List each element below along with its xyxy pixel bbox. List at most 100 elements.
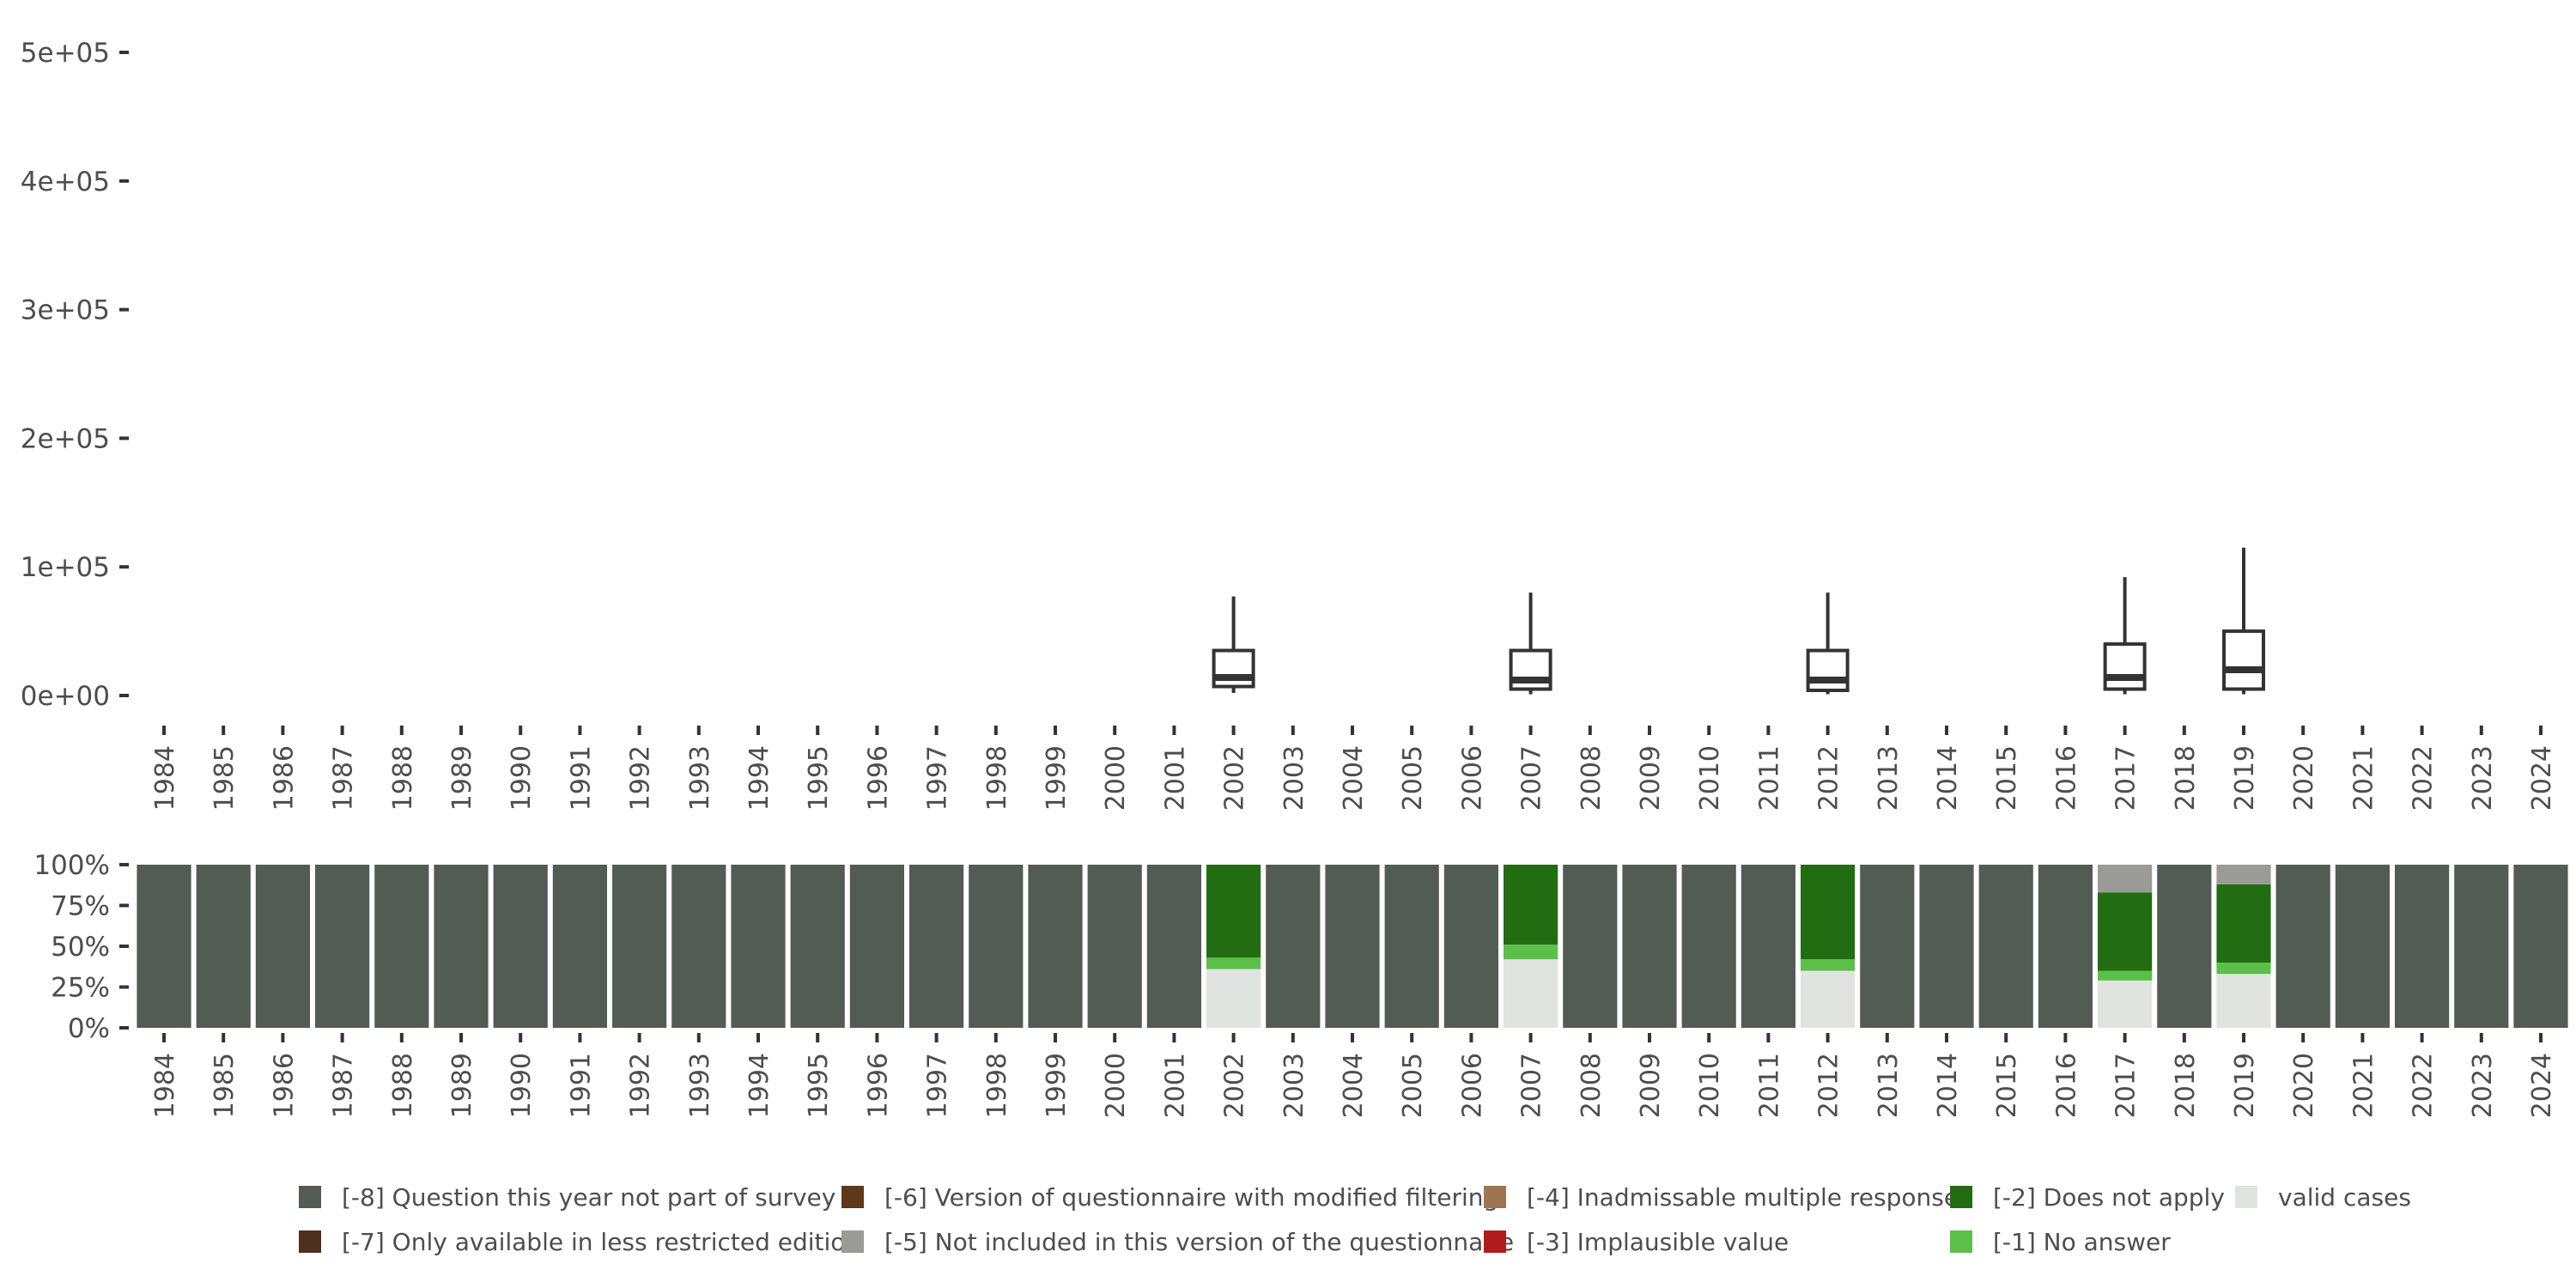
x-tick-label: 2009: [1636, 1053, 1666, 1118]
y-tick-label: 75%: [51, 891, 110, 922]
box-iqr-2002: [1212, 648, 1255, 689]
bar-segment-2014-q8: [1919, 865, 1974, 1028]
x-tick-label: 2016: [2051, 745, 2081, 811]
x-tick-label: 1995: [804, 745, 834, 811]
x-tick-label: 2010: [1695, 745, 1725, 811]
bar-segment-2020-q8: [2275, 865, 2330, 1028]
bar-segment-2001-q8: [1146, 865, 1201, 1028]
x-tick-label: 1992: [626, 1053, 656, 1118]
bar-segment-2013-q8: [1860, 865, 1915, 1028]
bar-segment-1992-q8: [612, 865, 667, 1028]
bar-segment-2017-q5: [2098, 865, 2153, 893]
bar-segment-2010-q8: [1681, 865, 1736, 1028]
x-tick-label: 2008: [1577, 745, 1607, 811]
bar-segment-1993-q8: [671, 865, 726, 1028]
x-tick-label: 2006: [1457, 745, 1487, 811]
bar-segment-2007-valid: [1504, 959, 1558, 1028]
bar-segment-2022-q8: [2395, 865, 2450, 1028]
bar-segment-2012-q1: [1801, 959, 1856, 971]
x-tick-label: 1993: [685, 745, 715, 811]
x-tick-label: 2004: [1339, 745, 1369, 811]
x-tick-label: 1990: [507, 1053, 537, 1118]
bar-segment-2018-q8: [2157, 865, 2212, 1028]
legend-label-q8: [-8] Question this year not part of surv…: [342, 1183, 835, 1212]
x-tick-label: 1996: [863, 1053, 893, 1118]
bar-segment-2005-q8: [1384, 865, 1439, 1028]
y-tick-label: 4e+05: [21, 167, 110, 197]
x-tick-label: 2001: [1160, 1053, 1190, 1118]
x-tick-label: 1998: [982, 1053, 1012, 1118]
y-tick-label: 25%: [51, 973, 110, 1004]
x-tick-label: 2006: [1457, 1053, 1487, 1118]
bar-segment-1991-q8: [552, 865, 607, 1028]
bar-segment-1997-q8: [909, 865, 964, 1028]
x-tick-label: 2005: [1398, 745, 1428, 811]
x-tick-label: 1996: [863, 745, 893, 811]
bar-segment-1986-q8: [255, 865, 310, 1028]
legend-swatch-q7: [299, 1230, 321, 1253]
legend-swatch-valid: [2235, 1186, 2257, 1208]
bar-segment-1989-q8: [434, 865, 489, 1028]
bar-segment-2019-q1: [2216, 963, 2271, 975]
y-tick-label: 50%: [51, 932, 110, 963]
x-tick-label: 2003: [1279, 1053, 1309, 1118]
x-tick-label: 1999: [1042, 1053, 1072, 1118]
x-tick-label: 2015: [1992, 1053, 2022, 1118]
legend-label-q3: [-3] Implausible value: [1527, 1228, 1789, 1256]
x-tick-label: 1985: [210, 1053, 240, 1118]
x-tick-label: 2022: [2409, 745, 2439, 811]
bar-segment-2009-q8: [1622, 865, 1677, 1028]
y-tick-label: 2e+05: [21, 423, 110, 454]
bar-segment-2017-valid: [2098, 980, 2153, 1028]
y-tick-label: 3e+05: [21, 295, 110, 326]
x-tick-label: 2019: [2230, 1053, 2260, 1118]
x-tick-label: 2019: [2230, 745, 2260, 811]
bar-segment-2016-q8: [2038, 865, 2093, 1028]
x-tick-label: 1993: [685, 1053, 715, 1118]
x-tick-label: 2010: [1695, 1053, 1725, 1118]
y-tick-label: 5e+05: [21, 38, 110, 69]
x-tick-label: 1985: [210, 745, 240, 811]
bar-segment-1994-q8: [731, 865, 786, 1028]
x-tick-label: 1988: [388, 1053, 418, 1118]
x-tick-label: 1984: [150, 1053, 180, 1118]
bar-segment-1984-q8: [137, 865, 191, 1028]
x-tick-label: 1986: [269, 745, 299, 811]
bar-segment-2019-valid: [2216, 974, 2271, 1028]
x-tick-label: 1990: [507, 745, 537, 811]
x-tick-label: 1994: [744, 1053, 775, 1118]
boxplot-panel: 0e+00 1e+05 2e+05 3e+05 4e+05 5e+05 1984 1985 19…: [21, 38, 2557, 811]
x-tick-label: 2024: [2527, 1053, 2557, 1118]
bar-segment-2007-q1: [1504, 945, 1558, 960]
legend-label-q2: [-2] Does not apply: [1993, 1183, 2225, 1212]
bar-segment-2019-q2: [2216, 884, 2271, 963]
x-tick-label: 1988: [388, 745, 418, 811]
bar-segment-1998-q8: [969, 865, 1024, 1028]
bar-segment-1996-q8: [849, 865, 904, 1028]
x-tick-label: 2024: [2527, 745, 2557, 811]
x-tick-label: 2014: [1933, 745, 1963, 811]
x-tick-label: 2011: [1754, 1053, 1784, 1118]
legend-swatch-q1: [1950, 1230, 1972, 1253]
bar-segment-1990-q8: [493, 865, 548, 1028]
x-tick-label: 2015: [1992, 745, 2022, 811]
box-iqr-2012: [1806, 648, 1850, 693]
x-tick-label: 2002: [1220, 1053, 1250, 1118]
x-tick-label: 2013: [1874, 745, 1904, 811]
bar-segment-2011-q8: [1741, 865, 1795, 1028]
legend: [-8] Question this year not part of surv…: [299, 1183, 2411, 1256]
x-tick-label: 2022: [2409, 1053, 2439, 1118]
legend-label-q6: [-6] Version of questionnaire with modif…: [884, 1183, 1498, 1212]
x-tick-label: 2013: [1874, 1053, 1904, 1118]
x-tick-label: 2021: [2348, 745, 2379, 811]
y-tick-label: 100%: [33, 850, 110, 881]
x-tick-label: 1997: [923, 1053, 953, 1118]
bar-segment-2012-valid: [1801, 970, 1856, 1028]
bar-segment-1988-q8: [374, 865, 429, 1028]
x-tick-label: 2011: [1754, 745, 1784, 811]
legend-label-q4: [-4] Inadmissable multiple response: [1527, 1183, 1959, 1212]
y-tick-label: 1e+05: [21, 552, 110, 583]
x-tick-label: 2020: [2289, 1053, 2319, 1118]
x-tick-label: 2000: [1101, 1053, 1131, 1118]
